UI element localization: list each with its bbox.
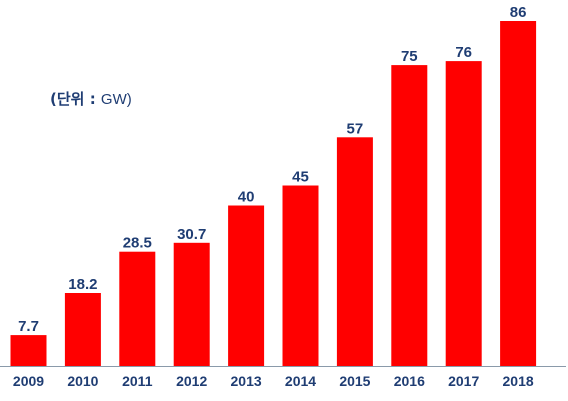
unit-label-prefix: (단위 — [50, 90, 85, 108]
x-tick-label-2010: 2010 — [67, 373, 98, 389]
bar-group — [10, 21, 537, 366]
bar-2010 — [64, 293, 101, 366]
bar-2017 — [445, 61, 482, 366]
value-label-2011: 28.5 — [123, 235, 152, 252]
x-tick-label-2013: 2013 — [231, 373, 262, 389]
bar-2018 — [500, 21, 537, 366]
bar-2009 — [10, 335, 47, 366]
value-label-2009: 7.7 — [18, 318, 39, 335]
value-label-2015: 57 — [347, 120, 364, 137]
unit-label-value: GW) — [100, 91, 132, 108]
value-label-2016: 75 — [401, 48, 418, 65]
value-label-2013: 40 — [238, 189, 255, 206]
bar-2016 — [391, 65, 428, 366]
value-label-2014: 45 — [292, 169, 309, 186]
x-tick-label-2015: 2015 — [339, 373, 370, 389]
unit-label: (단위 : GW) — [50, 88, 132, 109]
bar-2013 — [228, 205, 265, 366]
value-label-2012: 30.7 — [177, 226, 206, 243]
value-label-2018: 86 — [510, 4, 527, 21]
x-tick-label-group: 2009 2010 2011 2012 2013 2014 2015 2016 2017 2018 — [13, 373, 534, 389]
unit-label-separator: : — [84, 90, 101, 108]
x-tick-label-2011: 2011 — [122, 373, 153, 389]
x-tick-label-2017: 2017 — [448, 373, 479, 389]
value-label-2010: 18.2 — [68, 276, 97, 293]
x-tick-label-2016: 2016 — [394, 373, 425, 389]
value-label-group: 7.7 18.2 28.5 30.7 40 45 57 75 76 86 — [18, 4, 526, 335]
bar-2014 — [282, 185, 319, 366]
x-tick-label-2012: 2012 — [176, 373, 207, 389]
value-label-2017: 76 — [455, 44, 472, 61]
x-tick-label-2009: 2009 — [13, 373, 44, 389]
bar-2012 — [173, 242, 210, 366]
bar-2015 — [336, 137, 373, 366]
x-tick-label-2018: 2018 — [503, 373, 534, 389]
x-tick-label-2014: 2014 — [285, 373, 316, 389]
bar-2011 — [119, 251, 156, 366]
